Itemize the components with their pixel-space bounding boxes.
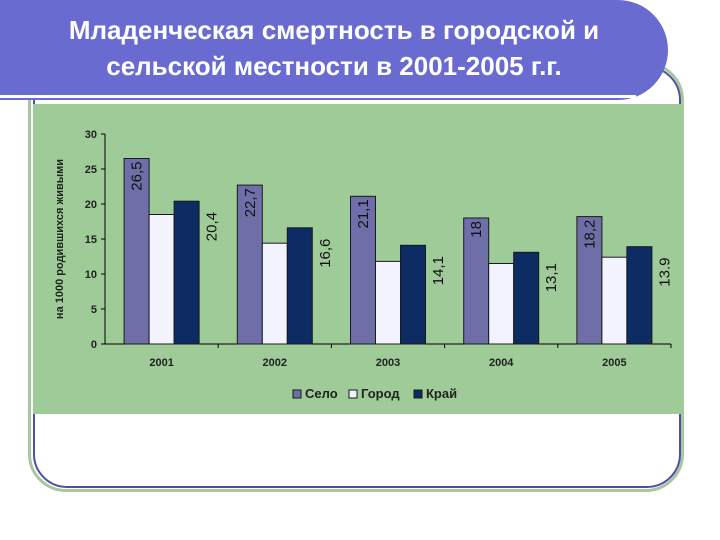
x-tick-label: 2004 [489, 357, 514, 369]
bar-Село-2001 [123, 158, 150, 345]
x-tick-label: 2001 [149, 357, 173, 369]
bar-Город-2004 [488, 263, 515, 345]
bar-value-label: 18,2 [581, 220, 598, 249]
y-tick-label: 25 [85, 164, 97, 176]
bar-Край-2004 [513, 251, 540, 345]
bar-Край-2002 [286, 227, 313, 345]
slide-title-line1: Младенческая смертность в городской и [68, 15, 600, 45]
bar-Край-2003 [400, 244, 426, 345]
y-tick-label: 30 [85, 129, 97, 141]
bar-value-label: 13.9 [656, 257, 673, 286]
bar-value-label: 21,1 [355, 199, 372, 228]
legend-swatch-Край [413, 389, 423, 399]
y-tick-label: 10 [85, 269, 97, 281]
bar-Село-2005 [576, 216, 603, 345]
bar-Город-2005 [601, 256, 628, 345]
bar-value-label: 14,1 [430, 256, 447, 285]
bar-Край-2005 [626, 246, 653, 345]
legend-swatch-Село [292, 389, 302, 399]
y-tick-label: 0 [91, 339, 97, 351]
bar-value-label: 26,5 [129, 162, 146, 191]
bar-Город-2003 [375, 260, 401, 345]
slide-title: Младенческая смертность в городской и се… [0, 12, 668, 84]
x-tick-label: 2002 [263, 357, 287, 369]
legend-label: Город [361, 386, 400, 401]
bar-Село-2004 [463, 217, 490, 345]
bar-Село-2003 [350, 195, 376, 345]
bar-Край-2001 [173, 200, 200, 345]
bar-value-label: 13,1 [543, 263, 560, 292]
bar-value-label: 22,7 [242, 188, 259, 217]
x-tick-label: 2003 [376, 357, 400, 369]
y-tick-label: 20 [85, 199, 97, 211]
title-band [0, 0, 668, 100]
slide-title-line2: сельской местности в 2001-2005 г.г. [106, 51, 562, 81]
y-tick-label: 5 [91, 304, 97, 316]
bar-value-label: 18 [468, 221, 485, 238]
y-tick-label: 15 [85, 234, 97, 246]
legend-swatch-Город [348, 389, 358, 399]
x-tick-label: 2005 [602, 357, 626, 369]
legend-label: Село [305, 386, 338, 401]
bar-Город-2002 [261, 242, 288, 345]
bar-value-label: 20,4 [204, 212, 221, 241]
legend-label: Край [426, 386, 457, 401]
bar-value-label: 16,6 [317, 239, 334, 268]
title-underline [0, 95, 636, 98]
bar-Город-2001 [148, 214, 175, 345]
y-axis-title: на 1000 родившихся живыми [54, 159, 66, 319]
bar-Село-2002 [236, 184, 263, 345]
bar-chart: 0 5 10 15 20 25 30 на 1000 родившихся живыми 200… [54, 129, 673, 401]
